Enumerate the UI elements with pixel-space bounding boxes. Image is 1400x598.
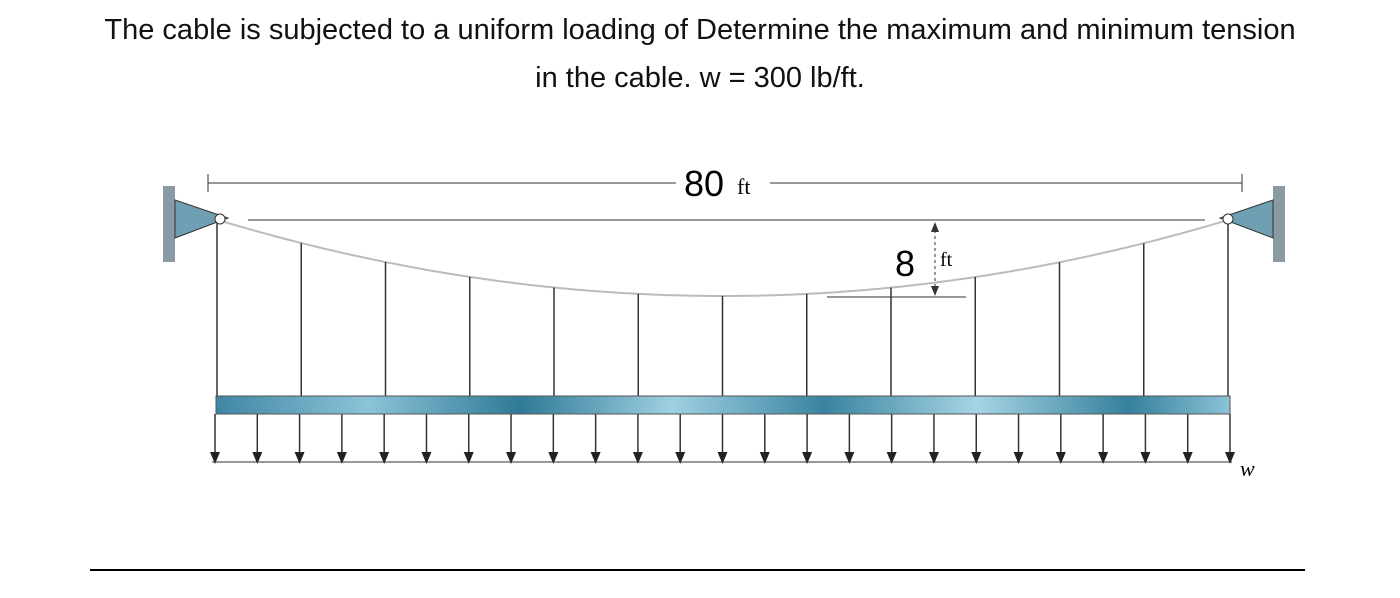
- load-label: w: [1240, 456, 1255, 481]
- arrow-head: [590, 452, 601, 464]
- arrow-head: [971, 452, 982, 464]
- arrow-head: [1225, 452, 1235, 464]
- arrow-head: [336, 452, 347, 464]
- wall: [163, 186, 175, 262]
- bracket: [1218, 199, 1274, 239]
- sag-unit: ft: [940, 249, 953, 271]
- arrow-head: [463, 452, 474, 464]
- diagram-shapes: [210, 219, 1235, 464]
- arrow-head: [1182, 452, 1193, 464]
- arrow-head: [1140, 452, 1151, 464]
- arrow-head: [294, 452, 305, 464]
- sag-value: 8: [895, 243, 915, 284]
- arrow-head: [548, 452, 559, 464]
- arrow-head: [886, 452, 897, 464]
- arrow-head: [379, 452, 390, 464]
- span-value: 80: [684, 163, 724, 204]
- question-line: The cable is subjected to a uniform load…: [104, 14, 1296, 46]
- arrow-head: [210, 452, 220, 464]
- arrow-head: [421, 452, 432, 464]
- deck: [215, 395, 1231, 415]
- arrow-head: [717, 452, 728, 464]
- arrow-head: [802, 452, 813, 464]
- arrow-head: [632, 452, 643, 464]
- arrow-head: [1055, 452, 1066, 464]
- arrow-head: [252, 452, 263, 464]
- arrow-head: [675, 452, 686, 464]
- wall: [1273, 186, 1285, 262]
- arrow-head: [1098, 452, 1109, 464]
- arrow-head: [506, 452, 517, 464]
- arrow-head: [1013, 452, 1024, 464]
- span-unit: ft: [737, 174, 750, 199]
- arrow-head: [928, 452, 939, 464]
- cable: [219, 219, 1229, 297]
- arrow-head: [844, 452, 855, 464]
- pin: [1222, 213, 1234, 225]
- question-line: in the cable. w = 300 lb/ft.: [535, 62, 865, 94]
- arrow-head: [759, 452, 770, 464]
- pin: [214, 213, 226, 225]
- bracket: [174, 199, 230, 239]
